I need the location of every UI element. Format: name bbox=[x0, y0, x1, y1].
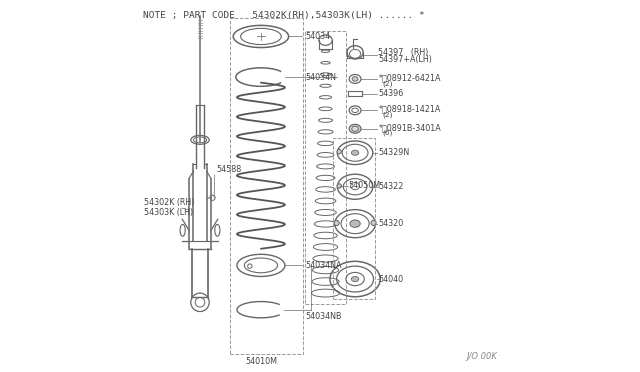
Ellipse shape bbox=[349, 124, 361, 133]
Bar bbox=[230, 18, 303, 354]
Ellipse shape bbox=[350, 220, 360, 227]
Text: 54040: 54040 bbox=[378, 275, 403, 283]
Ellipse shape bbox=[337, 150, 341, 154]
Ellipse shape bbox=[337, 184, 341, 188]
Text: 54397   (RH): 54397 (RH) bbox=[378, 48, 429, 57]
Text: 54034: 54034 bbox=[305, 32, 330, 41]
Text: 54320: 54320 bbox=[378, 219, 404, 228]
Text: *ⓝ0891B-3401A: *ⓝ0891B-3401A bbox=[378, 123, 441, 132]
Text: (2): (2) bbox=[382, 80, 392, 87]
Text: J/O 00K: J/O 00K bbox=[467, 352, 497, 361]
Ellipse shape bbox=[352, 77, 358, 81]
Text: 54329N: 54329N bbox=[378, 148, 410, 157]
Text: 54397+A(LH): 54397+A(LH) bbox=[378, 55, 432, 64]
Ellipse shape bbox=[334, 220, 339, 225]
Bar bbox=[333, 138, 376, 299]
Text: (6): (6) bbox=[382, 130, 392, 137]
Text: 54588: 54588 bbox=[216, 165, 241, 174]
Text: 54050M: 54050M bbox=[349, 182, 381, 190]
Ellipse shape bbox=[351, 276, 359, 282]
Bar bbox=[305, 31, 346, 304]
Text: 54034NA: 54034NA bbox=[305, 261, 342, 270]
Text: *ⓝ08918-1421A: *ⓝ08918-1421A bbox=[378, 105, 441, 114]
Text: NOTE ; PART CODE   54302K(RH),54303K(LH) ...... *: NOTE ; PART CODE 54302K(RH),54303K(LH) .… bbox=[143, 11, 424, 20]
Text: 54034NB: 54034NB bbox=[305, 311, 342, 321]
Ellipse shape bbox=[351, 150, 359, 155]
Text: 54303K (LH): 54303K (LH) bbox=[143, 208, 193, 217]
Text: 54396: 54396 bbox=[378, 89, 404, 98]
Text: 54322: 54322 bbox=[378, 182, 404, 191]
Ellipse shape bbox=[371, 220, 376, 225]
Text: 54010M: 54010M bbox=[245, 357, 277, 366]
Text: 54302K (RH): 54302K (RH) bbox=[143, 198, 194, 207]
Text: (2): (2) bbox=[382, 112, 392, 118]
Text: 54034N: 54034N bbox=[305, 73, 336, 81]
Text: *ⓝ08912-6421A: *ⓝ08912-6421A bbox=[378, 73, 441, 82]
